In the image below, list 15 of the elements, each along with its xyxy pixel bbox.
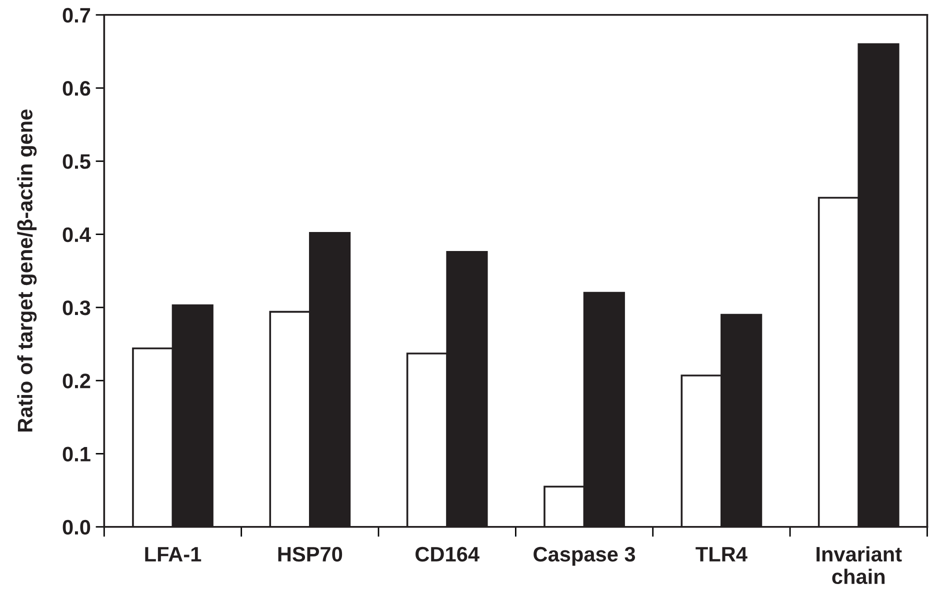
x-tick-label: TLR4 xyxy=(696,547,748,562)
x-tick-label: HSP70 xyxy=(278,546,342,562)
y-axis-title: Ratio of target gene/β-actin gene xyxy=(17,110,37,432)
y-tick-label: 0.1 xyxy=(62,446,90,462)
y-tick-label: 0.7 xyxy=(62,8,90,23)
y-tick-label: 0.0 xyxy=(62,520,90,535)
y-tick-label: 0.2 xyxy=(62,374,90,388)
y-tick-label: 0.6 xyxy=(62,81,90,96)
x-tick-label: CD164 xyxy=(416,546,480,562)
y-tick-label: 0.3 xyxy=(62,300,90,316)
x-tick-label: LFA-1 xyxy=(145,547,202,562)
x-tick-label: Invariant chain xyxy=(816,546,902,584)
x-tick-label: Caspase 3 xyxy=(534,546,636,566)
y-tick-label: 0.5 xyxy=(62,154,90,169)
y-tick-label: 0.4 xyxy=(62,227,91,242)
